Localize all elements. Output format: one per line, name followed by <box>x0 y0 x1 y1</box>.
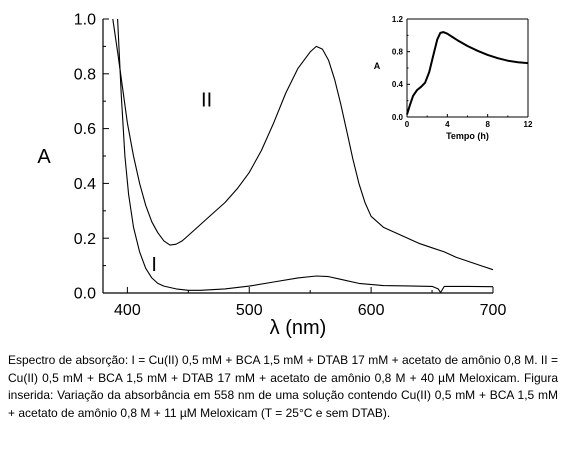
inset-y-axis-title: A <box>374 61 381 71</box>
inset-x-tick-label: 0 <box>405 120 410 129</box>
inset-y-tick-label: 0.0 <box>392 113 404 122</box>
main-series-label-ii: II <box>201 90 212 112</box>
inset-x-tick-label: 4 <box>445 120 450 129</box>
inset-y-tick-label: 0.4 <box>392 80 404 89</box>
main-y-tick-label: 1.0 <box>74 12 96 29</box>
main-x-tick-label: 700 <box>480 302 507 319</box>
main-series-label-i: I <box>151 254 157 276</box>
main-y-tick-label: 0.2 <box>74 231 96 248</box>
main-y-tick-label: 0.6 <box>74 121 96 138</box>
figure-caption: Espectro de absorção: I = Cu(II) 0,5 mM … <box>8 353 558 420</box>
inset-time-chart: 0 4 8 12 0.0 0.4 0.8 1.2 Tempo (h) A <box>374 15 533 141</box>
main-x-axis-title: λ (nm) <box>270 317 327 339</box>
main-series-line-i <box>117 18 494 294</box>
inset-series-line-0 <box>406 31 529 115</box>
main-y-tick-label: 0.8 <box>74 66 96 83</box>
inset-y-tick-label: 1.2 <box>392 15 404 24</box>
inset-y-tick-label: 0.8 <box>392 47 404 56</box>
inset-x-tick-label: 8 <box>485 120 490 129</box>
main-series-line-ii <box>112 18 494 271</box>
inset-x-axis-title: Tempo (h) <box>446 131 489 141</box>
main-y-axis-title: A <box>37 146 51 168</box>
main-y-tick-label: 0.4 <box>74 176 96 193</box>
main-x-tick-label: 400 <box>114 302 141 319</box>
main-x-tick-label: 500 <box>236 302 263 319</box>
main-x-tick-label: 600 <box>358 302 385 319</box>
main-y-tick-label: 0.0 <box>74 286 96 303</box>
inset-x-tick-label: 12 <box>524 120 533 129</box>
